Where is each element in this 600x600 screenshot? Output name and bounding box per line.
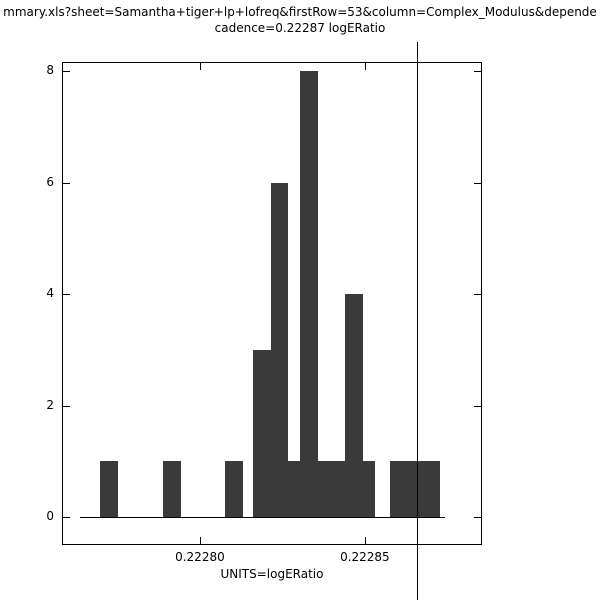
histogram-bar xyxy=(362,461,375,518)
y-tick-label: 6 xyxy=(46,174,54,189)
histogram-bar xyxy=(389,461,440,518)
histogram-bar xyxy=(299,70,319,518)
y-tick-mark xyxy=(63,182,70,184)
plot-title-line2: cadence=0.22287 logERatio xyxy=(214,21,386,35)
y-tick-mark xyxy=(63,70,70,72)
y-tick-label: 2 xyxy=(46,397,54,412)
x-axis-title: UNITS=logERatio xyxy=(220,567,324,581)
marker-line xyxy=(417,42,418,600)
histogram-bar xyxy=(99,461,119,518)
plot-title-line1: mmary.xls?sheet=Samantha+tiger+lp+lofreq… xyxy=(3,5,597,19)
y-tick-mark xyxy=(63,517,70,519)
x-tick-mark xyxy=(199,537,201,544)
histogram-bar xyxy=(253,349,271,518)
x-tick-label: 0.22280 xyxy=(175,550,225,564)
y-tick-label: 8 xyxy=(46,62,54,77)
y-tick-mark xyxy=(474,182,481,184)
histogram-bar xyxy=(162,461,181,518)
y-tick-mark xyxy=(63,405,70,407)
y-tick-mark xyxy=(474,517,481,519)
x-tick-mark xyxy=(199,63,201,70)
y-tick-mark xyxy=(474,405,481,407)
histogram-bar xyxy=(224,461,243,518)
x-tick-label: 0.22285 xyxy=(340,550,390,564)
y-tick-mark xyxy=(474,294,481,296)
histogram-bar xyxy=(318,461,345,518)
y-tick-mark xyxy=(474,70,481,72)
y-tick-label: 4 xyxy=(46,286,54,301)
x-tick-mark xyxy=(364,537,366,544)
y-tick-label: 0 xyxy=(46,509,54,524)
x-tick-mark xyxy=(364,63,366,70)
y-tick-mark xyxy=(63,294,70,296)
histogram-bar xyxy=(344,294,363,518)
histogram-bar xyxy=(288,461,300,518)
histogram-baseline xyxy=(79,517,445,519)
histogram-bar xyxy=(270,182,288,518)
